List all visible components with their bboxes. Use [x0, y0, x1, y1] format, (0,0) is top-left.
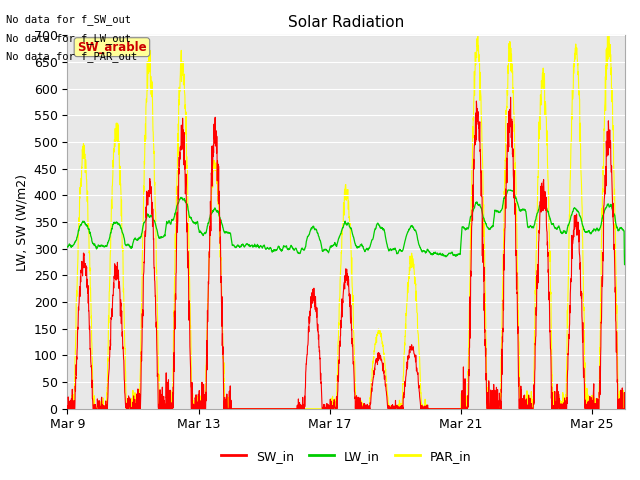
- Y-axis label: LW, SW (W/m2): LW, SW (W/m2): [15, 173, 28, 271]
- Title: Solar Radiation: Solar Radiation: [288, 15, 404, 30]
- Legend: SW_in, LW_in, PAR_in: SW_in, LW_in, PAR_in: [216, 445, 476, 468]
- Text: No data for f_PAR_out: No data for f_PAR_out: [6, 51, 138, 62]
- Text: No data for f_LW_out: No data for f_LW_out: [6, 33, 131, 44]
- Text: No data for f_SW_out: No data for f_SW_out: [6, 14, 131, 25]
- Text: SW_arable: SW_arable: [77, 41, 147, 54]
